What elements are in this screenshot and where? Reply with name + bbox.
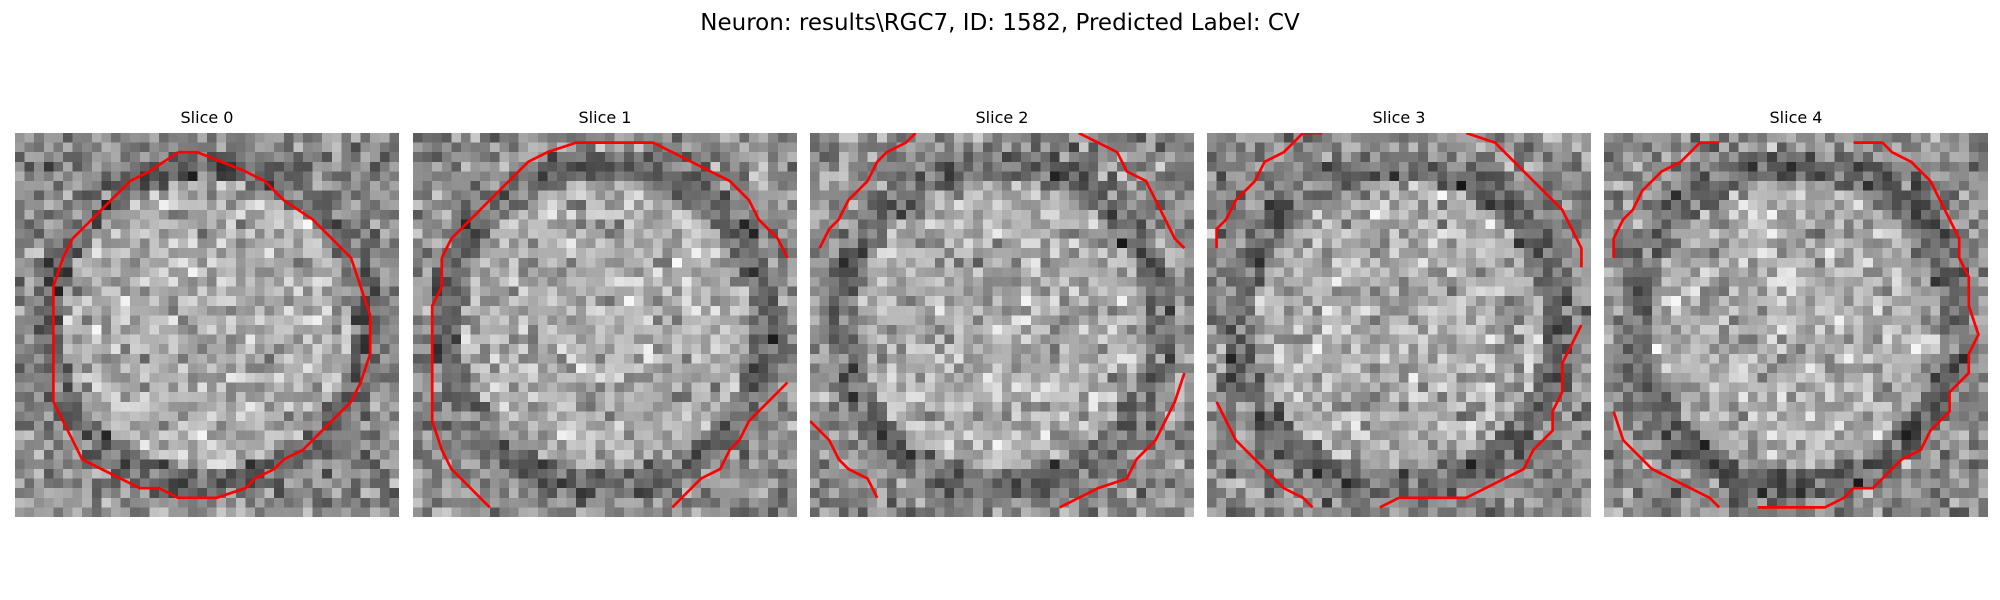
contour-line [818,133,917,249]
contour-line [671,381,789,509]
slice-image [1207,133,1591,517]
contour-line [430,257,491,509]
contour-line [1612,410,1721,509]
slice-pixel-grid [15,133,399,517]
slice-pixel-grid [1207,133,1591,517]
contour-line [1215,401,1314,509]
slice-image [15,133,399,517]
contour-line [1465,133,1583,268]
contour-line [52,150,372,500]
contour-line [1215,133,1323,249]
slice-title: Slice 3 [1372,108,1426,127]
slice-panel-1: Slice 1 [413,107,797,517]
slice-panel-4: Slice 4 [1604,107,1988,517]
contour-line [1612,141,1720,258]
slice-pixel-grid [810,133,1194,517]
contour-line [1379,324,1583,509]
slice-panel-3: Slice 3 [1207,107,1591,517]
slice-panel-2: Slice 2 [810,107,1194,517]
contour-line [1058,372,1186,509]
contour-line [810,420,879,499]
slice-title: Slice 4 [1769,108,1823,127]
contour-line [1757,141,1980,509]
contour-line [440,141,789,259]
contour-line [1078,133,1186,250]
slice-panel-0: Slice 0 [15,107,399,517]
slice-title: Slice 0 [180,108,234,127]
slice-pixel-grid [413,133,797,517]
slice-title: Slice 2 [975,108,1029,127]
slice-image [413,133,797,517]
figure-title: Neuron: results\RGC7, ID: 1582, Predicte… [700,10,1300,36]
slice-title: Slice 1 [578,108,632,127]
slice-pixel-grid [1604,133,1988,517]
slice-image [1604,133,1988,517]
slice-image [810,133,1194,517]
